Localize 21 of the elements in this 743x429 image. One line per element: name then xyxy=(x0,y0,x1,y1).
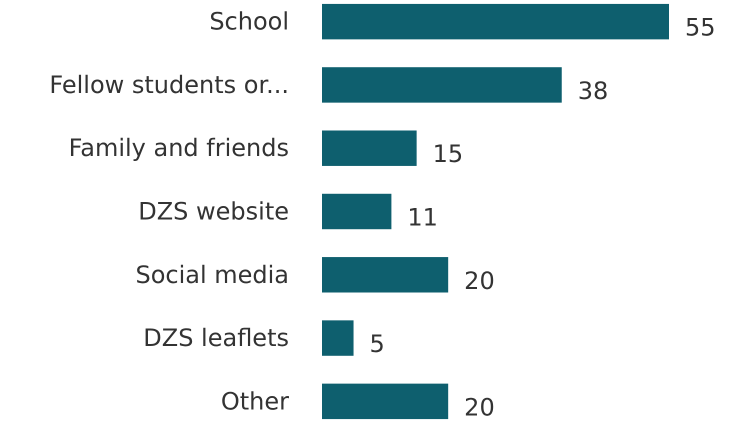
data-label: 11 xyxy=(407,204,438,232)
y-tick-label: DZS leaflets xyxy=(143,324,289,352)
bar xyxy=(322,4,669,40)
bar xyxy=(322,320,354,356)
y-tick-label: School xyxy=(209,8,289,36)
data-label: 55 xyxy=(685,14,716,42)
data-label: 5 xyxy=(370,330,385,358)
data-label: 38 xyxy=(578,76,608,105)
bar xyxy=(322,67,562,103)
y-tick-label: DZS website xyxy=(138,198,289,226)
y-tick-label: Fellow students or... xyxy=(49,70,289,99)
y-tick-label: Other xyxy=(220,387,290,416)
bar xyxy=(322,384,448,420)
bar xyxy=(322,130,417,166)
y-tick-label: Social media xyxy=(135,260,289,289)
bar xyxy=(322,194,392,230)
bar xyxy=(322,257,448,293)
data-label: 20 xyxy=(464,266,495,295)
y-tick-label: Family and friends xyxy=(68,134,289,162)
data-label: 15 xyxy=(432,140,464,168)
data-label: 20 xyxy=(464,393,495,422)
